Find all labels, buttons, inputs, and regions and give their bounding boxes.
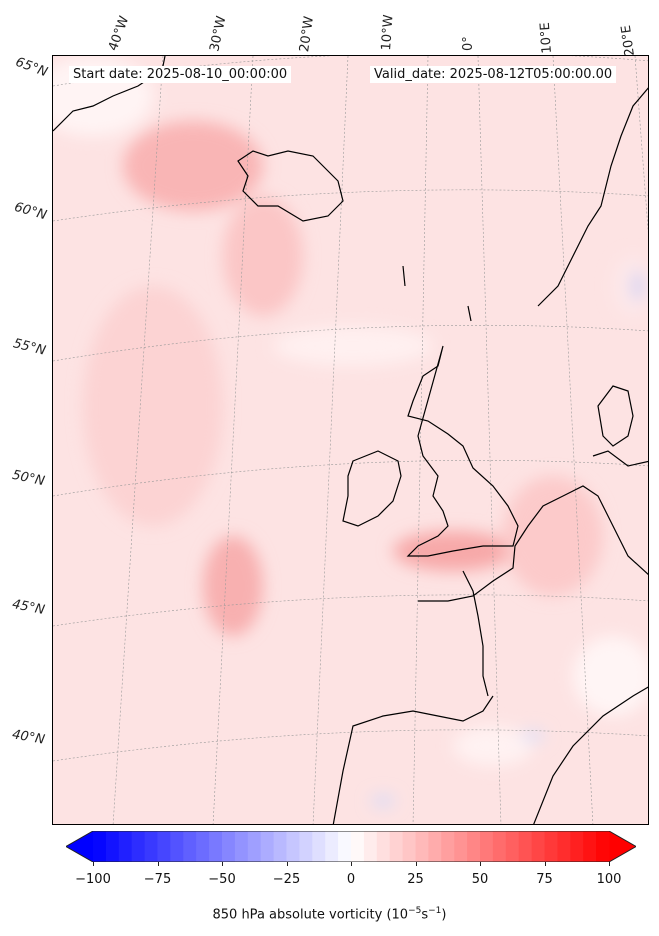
vorticity-field <box>53 56 648 807</box>
colorbar-tick-mark <box>351 862 352 866</box>
lat-label-55n: 55°N <box>11 336 48 359</box>
lat-label-40n: 40°N <box>10 727 46 748</box>
colorbar-segment <box>196 831 210 862</box>
colorbar-tick-mark <box>286 862 288 866</box>
colorbar-segment <box>144 831 158 862</box>
start-date-label: Start date: 2025-08-10_00:00:00 <box>69 66 292 83</box>
colorbar-tick-label: 0 <box>346 872 356 887</box>
colorbar-segment <box>415 831 429 862</box>
colorbar-segment <box>467 831 481 862</box>
colorbar-segment <box>234 831 249 862</box>
coast-uk <box>406 345 519 557</box>
lat-label-65n: 65°N <box>13 54 50 81</box>
colorbar-tick-label: −50 <box>208 872 236 887</box>
colorbar-tick-mark <box>480 862 481 866</box>
lon-label-10e: 10°E <box>537 21 555 55</box>
colorbar-tick-mark <box>544 862 546 866</box>
colorbar-tick-mark <box>222 862 223 866</box>
colorbar-segment <box>222 831 236 862</box>
colorbar-segment <box>105 831 120 862</box>
colorbar-segment <box>183 831 197 862</box>
coast-germany <box>592 450 648 467</box>
colorbar-segment <box>299 831 313 862</box>
colorbar-tick-mark <box>609 862 610 866</box>
colorbar-segment <box>93 831 107 862</box>
colorbar-segment <box>118 831 133 862</box>
colorbar-extend-min <box>66 831 93 862</box>
colorbar-segment <box>544 831 558 862</box>
colorbar-segment <box>247 831 262 862</box>
colorbar-tick-label: −100 <box>75 872 111 887</box>
colorbar-segment <box>389 831 404 862</box>
colorbar-extend-max <box>609 831 636 862</box>
coast-france <box>418 485 648 602</box>
colorbar-tick-mark <box>415 862 417 866</box>
colorbar-tick-mark <box>157 862 159 866</box>
coast-norway <box>537 87 648 307</box>
colorbar-label-exp1: −5 <box>408 906 422 916</box>
coast-biscay <box>462 570 489 697</box>
lat-label-50n: 50°N <box>10 467 46 490</box>
coast-iceland <box>237 150 344 222</box>
colorbar-segment <box>260 831 275 862</box>
colorbar-segment <box>363 831 378 862</box>
colorbar-tick-label: −75 <box>143 872 172 887</box>
lat-label-45n: 45°N <box>10 597 46 618</box>
colorbar-label-text: 850 hPa absolute vorticity (10 <box>212 907 409 923</box>
coast-denmark <box>597 385 634 447</box>
colorbar-segment <box>338 831 352 862</box>
colorbar-tick-label: −25 <box>272 872 301 887</box>
colorbar-segment <box>273 831 287 862</box>
colorbar-segment <box>312 831 326 862</box>
lon-label-10w: 10°W <box>379 14 397 51</box>
colorbar-segment <box>402 831 416 862</box>
colorbar-segment <box>351 831 365 862</box>
colorbar-segment <box>286 831 300 862</box>
colorbar-segment <box>518 831 533 862</box>
lon-label-20w: 20°W <box>297 15 317 53</box>
colorbar-segment <box>131 831 146 862</box>
colorbar-tick-mark <box>93 862 94 866</box>
coast-ireland <box>342 450 402 527</box>
valid-date-label: Valid_date: 2025-08-12T05:00:00.00 <box>370 66 617 83</box>
colorbar <box>66 831 636 862</box>
colorbar-tick-label: 50 <box>471 872 489 887</box>
colorbar-segments <box>66 831 636 862</box>
map-canvas <box>53 56 648 824</box>
coast-iberia <box>332 686 648 824</box>
colorbar-label-close: ) <box>441 907 447 923</box>
lon-label-30w: 30°W <box>207 14 230 53</box>
colorbar-segment <box>583 831 597 862</box>
colorbar-segment <box>480 831 494 862</box>
colorbar-segment <box>454 831 468 862</box>
colorbar-segment <box>376 831 391 862</box>
colorbar-label-unit: s <box>421 907 429 923</box>
coast-shetland <box>402 265 472 322</box>
colorbar-segment <box>531 831 545 862</box>
colorbar-segment <box>557 831 571 862</box>
colorbar-label: 850 hPa absolute vorticity (10−5s−1) <box>0 906 659 922</box>
colorbar-tick-label: 25 <box>407 872 424 887</box>
colorbar-segment <box>441 831 455 862</box>
colorbar-segment <box>428 831 442 862</box>
lon-label-0: 0° <box>461 36 476 51</box>
colorbar-segment <box>157 831 171 862</box>
colorbar-segment <box>505 831 520 862</box>
colorbar-label-exp2: −1 <box>428 906 442 916</box>
colorbar-segment <box>596 831 610 862</box>
lat-label-60n: 60°N <box>12 199 49 224</box>
vorticity-map <box>52 55 649 825</box>
colorbar-segment <box>209 831 223 862</box>
coastlines <box>53 56 648 824</box>
colorbar-tick-label: 75 <box>536 872 553 887</box>
colorbar-segment <box>570 831 584 862</box>
colorbar-segment <box>170 831 184 862</box>
lon-label-40w: 40°W <box>105 14 133 53</box>
lon-label-20e: 20°E <box>618 24 638 58</box>
colorbar-tick-label: 100 <box>596 872 622 887</box>
colorbar-segment <box>325 831 339 862</box>
colorbar-segment <box>492 831 507 862</box>
